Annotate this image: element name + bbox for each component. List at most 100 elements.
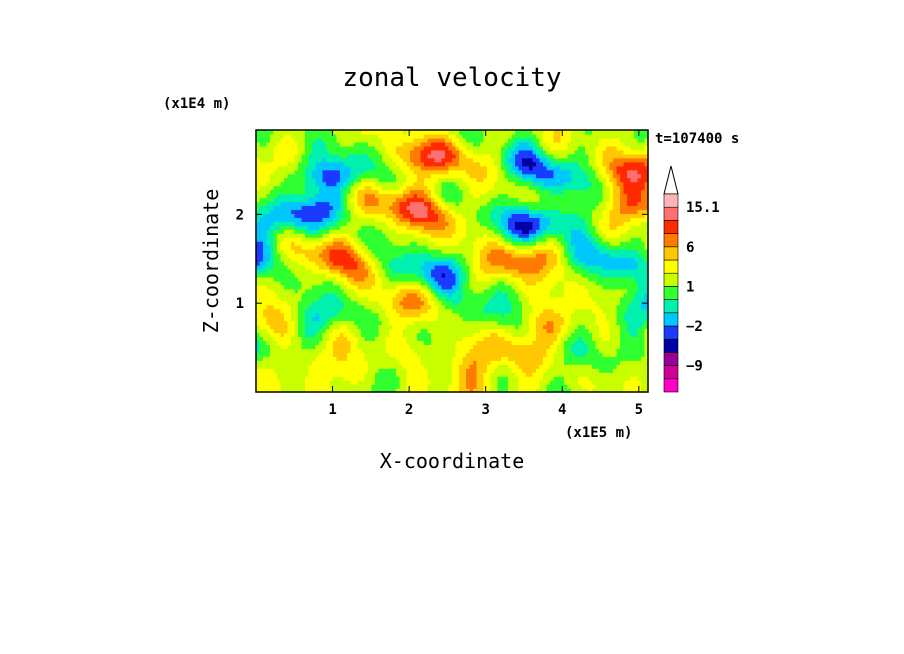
heatmap-cell	[532, 253, 537, 258]
heatmap-cell	[427, 348, 432, 353]
heatmap-cell	[567, 272, 572, 278]
heatmap-cell	[616, 237, 621, 242]
heatmap-cell	[497, 304, 502, 310]
heatmap-cell	[494, 332, 499, 338]
heatmap-cell	[308, 388, 313, 392]
heatmap-cell	[256, 229, 261, 234]
heatmap-cell	[357, 340, 362, 345]
heatmap-cell	[270, 241, 275, 246]
heatmap-cell	[571, 376, 576, 381]
heatmap-cell	[585, 344, 590, 349]
heatmap-cell	[599, 272, 604, 278]
heatmap-cell	[336, 257, 341, 262]
heatmap-cell	[392, 332, 397, 338]
heatmap-cell	[441, 261, 446, 266]
heatmap-cell	[396, 296, 401, 302]
heatmap-cell	[504, 324, 509, 330]
heatmap-cell	[298, 288, 303, 294]
heatmap-cell	[557, 356, 562, 361]
heatmap-cell	[371, 348, 376, 353]
heatmap-cell	[410, 272, 415, 278]
heatmap-cell	[469, 352, 474, 357]
heatmap-cell	[350, 348, 355, 353]
heatmap-cell	[368, 276, 373, 282]
heatmap-cell	[364, 288, 369, 294]
heatmap-cell	[438, 229, 443, 234]
heatmap-cell	[410, 348, 415, 353]
heatmap-cell	[382, 360, 387, 365]
heatmap-cell	[266, 376, 271, 381]
heatmap-cell	[431, 336, 436, 341]
heatmap-cell	[494, 288, 499, 294]
heatmap-cell	[284, 233, 289, 238]
heatmap-cell	[406, 340, 411, 345]
heatmap-cell	[483, 380, 488, 385]
heatmap-cell	[399, 249, 404, 254]
heatmap-cell	[613, 276, 618, 282]
heatmap-cell	[273, 264, 278, 270]
heatmap-cell	[392, 284, 397, 290]
heatmap-cell	[273, 324, 278, 330]
heatmap-cell	[550, 272, 555, 278]
heatmap-cell	[532, 233, 537, 238]
heatmap-cell	[427, 344, 432, 349]
heatmap-cell	[550, 241, 555, 246]
heatmap-cell	[490, 384, 495, 389]
heatmap-cell	[438, 372, 443, 377]
heatmap-cell	[431, 253, 436, 258]
heatmap-cell	[588, 264, 593, 270]
heatmap-cell	[284, 304, 289, 310]
heatmap-cell	[501, 276, 506, 282]
heatmap-cell	[361, 217, 366, 222]
heatmap-cell	[350, 324, 355, 330]
heatmap-cell	[487, 384, 492, 389]
heatmap-cell	[480, 213, 485, 218]
heatmap-cell	[361, 257, 366, 262]
heatmap-cell	[333, 300, 338, 306]
heatmap-cell	[564, 221, 569, 226]
heatmap-cell	[263, 229, 268, 234]
heatmap-cell	[385, 336, 390, 341]
heatmap-cell	[326, 276, 331, 282]
heatmap-cell	[336, 272, 341, 278]
heatmap-cell	[613, 324, 618, 330]
heatmap-cell	[256, 312, 261, 318]
heatmap-cell	[571, 332, 576, 338]
heatmap-cell	[602, 388, 607, 392]
heatmap-cell	[441, 328, 446, 334]
heatmap-cell	[350, 264, 355, 270]
heatmap-cell	[333, 268, 338, 274]
heatmap-cell	[469, 221, 474, 226]
heatmap-cell	[441, 217, 446, 222]
heatmap-cell	[375, 336, 380, 341]
heatmap-cell	[567, 328, 572, 334]
heatmap-cell	[364, 312, 369, 318]
heatmap-cell	[525, 380, 530, 385]
heatmap-cell	[473, 388, 478, 392]
heatmap-cell	[644, 376, 648, 381]
heatmap-cell	[480, 356, 485, 361]
heatmap-cell	[354, 304, 359, 310]
heatmap-cell	[270, 221, 275, 226]
heatmap-cell	[543, 336, 548, 341]
heatmap-cell	[305, 356, 310, 361]
heatmap-cell	[266, 296, 271, 302]
heatmap-cell	[378, 348, 383, 353]
heatmap-cell	[354, 380, 359, 385]
heatmap-cell	[350, 249, 355, 254]
heatmap-cell	[630, 229, 635, 234]
heatmap-cell	[630, 328, 635, 334]
heatmap-cell	[406, 253, 411, 258]
heatmap-cell	[410, 372, 415, 377]
heatmap-cell	[613, 229, 618, 234]
heatmap-cell	[564, 296, 569, 302]
heatmap-cell	[553, 280, 558, 286]
heatmap-cell	[630, 368, 635, 373]
heatmap-cell	[588, 364, 593, 369]
heatmap-cell	[333, 316, 338, 322]
heatmap-cell	[574, 292, 579, 298]
heatmap-cell	[469, 388, 474, 392]
heatmap-cell	[494, 352, 499, 357]
heatmap-cell	[469, 276, 474, 282]
heatmap-cell	[382, 348, 387, 353]
